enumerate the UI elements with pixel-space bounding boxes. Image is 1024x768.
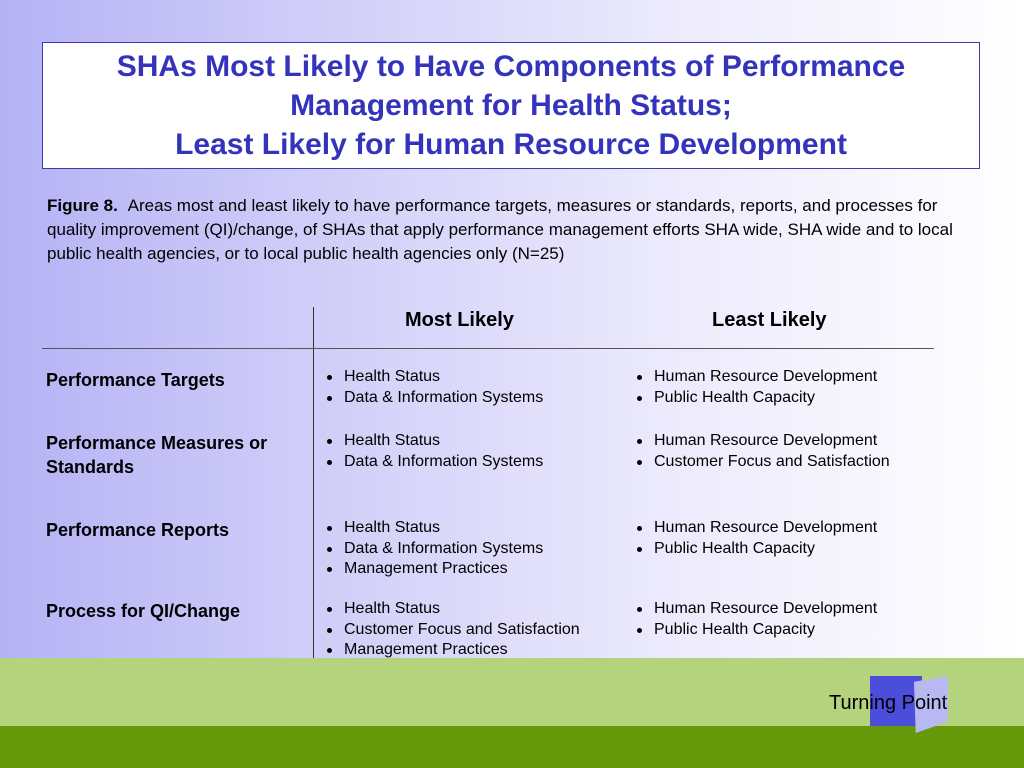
logo-square-icon bbox=[870, 676, 922, 726]
row-label-performance-targets: Performance Targets bbox=[46, 370, 225, 390]
table-header-divider bbox=[42, 348, 934, 349]
logo-pennant-icon bbox=[914, 676, 948, 733]
figure-caption: Figure 8. Areas most and least likely to… bbox=[47, 194, 987, 266]
row-label-performance-reports: Performance Reports bbox=[46, 520, 230, 540]
row-2-least-list: Human Resource Development Customer Focu… bbox=[630, 431, 890, 472]
figure-caption-text: Areas most and least likely to have perf… bbox=[47, 196, 953, 263]
list-item: Public Health Capacity bbox=[630, 620, 877, 641]
list-item: Data & Information Systems bbox=[320, 388, 543, 409]
list-item: Health Status bbox=[320, 599, 580, 620]
list-item: Customer Focus and Satisfaction bbox=[320, 620, 580, 641]
turning-point-logo: Turning Point bbox=[829, 692, 948, 714]
list-item: Human Resource Development bbox=[630, 518, 877, 539]
row-label-performance-measures: Performance Measures or Standards bbox=[46, 433, 268, 477]
list-item: Data & Information Systems bbox=[320, 539, 543, 560]
slide-title: SHAs Most Likely to Have Components of P… bbox=[42, 42, 980, 169]
row-label-process-qi-change: Process for QI/Change bbox=[46, 601, 241, 621]
title-line-2: Management for Health Status; bbox=[290, 89, 732, 122]
list-item: Management Practices bbox=[320, 559, 543, 580]
row-4-least-list: Human Resource Development Public Health… bbox=[630, 599, 877, 640]
row-1-most-list: Health Status Data & Information Systems bbox=[320, 367, 543, 408]
row-1-least-list: Human Resource Development Public Health… bbox=[630, 367, 877, 408]
row-2-most-list: Health Status Data & Information Systems bbox=[320, 431, 543, 472]
row-3-least-list: Human Resource Development Public Health… bbox=[630, 518, 877, 559]
most-likely-header: Most Likely bbox=[405, 309, 514, 331]
footer-band-light bbox=[0, 658, 1024, 726]
list-item: Health Status bbox=[320, 518, 543, 539]
list-item: Health Status bbox=[320, 367, 543, 388]
row-4-most-list: Health Status Customer Focus and Satisfa… bbox=[320, 599, 580, 661]
list-item: Human Resource Development bbox=[630, 431, 890, 452]
list-item: Customer Focus and Satisfaction bbox=[630, 452, 890, 473]
table-vertical-divider bbox=[313, 307, 314, 665]
title-line-1: SHAs Most Likely to Have Components of P… bbox=[116, 50, 906, 83]
list-item: Data & Information Systems bbox=[320, 452, 543, 473]
title-line-3: Least Likely for Human Resource Developm… bbox=[175, 128, 847, 161]
figure-label: Figure 8. bbox=[47, 196, 118, 215]
list-item: Human Resource Development bbox=[630, 367, 877, 388]
least-likely-header: Least Likely bbox=[712, 309, 827, 331]
list-item: Human Resource Development bbox=[630, 599, 877, 620]
list-item: Public Health Capacity bbox=[630, 539, 877, 560]
list-item: Health Status bbox=[320, 431, 543, 452]
row-3-most-list: Health Status Data & Information Systems… bbox=[320, 518, 543, 580]
list-item: Public Health Capacity bbox=[630, 388, 877, 409]
footer-band-dark bbox=[0, 726, 1024, 768]
list-item: Management Practices bbox=[320, 640, 580, 661]
